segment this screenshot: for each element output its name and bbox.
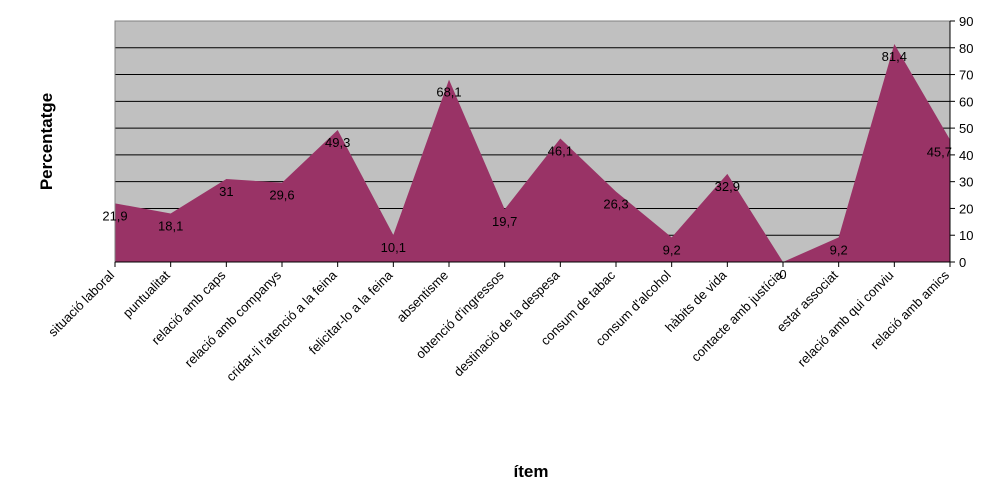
data-label: 19,7	[492, 214, 517, 229]
data-labels: 21,9 18,1 31 29,6 49,3 10,1 68,1 19,7 46,1 26,3 9,…	[102, 49, 952, 282]
data-label: 9,2	[663, 242, 681, 257]
data-label: 45,7	[927, 145, 952, 160]
y-axis: 0 10 20 30 40 50 60 70 80 90	[949, 14, 973, 270]
data-label: 46,1	[548, 144, 573, 159]
y-axis-title: Percentatge	[37, 93, 56, 190]
data-label: 26,3	[603, 197, 628, 212]
data-label: 10,1	[381, 240, 406, 255]
x-axis-title: ítem	[514, 462, 549, 481]
x-tick-label: cridar-li l'atenció a la feina	[223, 267, 340, 384]
y-tick-label: 40	[959, 148, 973, 163]
x-tick-label: situació laboral	[45, 267, 117, 339]
y-tick-label: 50	[959, 121, 973, 136]
data-label: 29,6	[269, 188, 294, 203]
x-tick-label: relació amb qui conviu	[794, 268, 896, 370]
data-label: 49,3	[325, 135, 350, 150]
data-label: 81,4	[882, 49, 907, 64]
y-tick-label: 90	[959, 14, 973, 29]
data-label: 68,1	[436, 85, 461, 100]
data-label: 9,2	[830, 242, 848, 257]
y-tick-label: 20	[959, 201, 973, 216]
data-label: 0	[779, 267, 786, 282]
y-tick-label: 10	[959, 228, 973, 243]
y-tick-label: 30	[959, 175, 973, 190]
y-tick-label: 0	[959, 255, 966, 270]
x-tick-label: puntualitat	[120, 267, 173, 320]
data-label: 18,1	[158, 219, 183, 234]
area-series	[115, 44, 950, 263]
x-tick-label: destinació de la despesa	[451, 267, 563, 379]
x-tick-label: absentisme	[394, 268, 452, 326]
data-label: 21,9	[102, 208, 127, 223]
x-tick-label: relació amb companys	[182, 267, 285, 370]
data-label: 31	[219, 184, 233, 199]
data-label: 32,9	[715, 179, 740, 194]
x-tick-label: contacte amb justícia	[688, 267, 786, 365]
y-tick-label: 80	[959, 41, 973, 56]
y-tick-label: 60	[959, 94, 973, 109]
y-tick-label: 70	[959, 68, 973, 83]
